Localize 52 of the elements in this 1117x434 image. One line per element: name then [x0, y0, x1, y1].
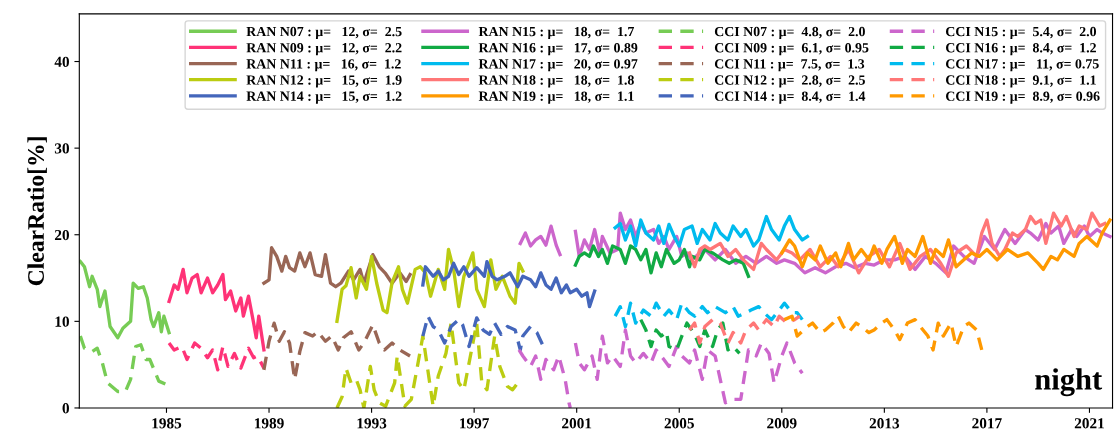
legend-label: RAN N19 : μ= 18, σ= 1.1 — [478, 91, 634, 104]
y-tick-label: 10 — [55, 316, 69, 327]
line-series — [687, 314, 802, 345]
legend-label: RAN N15 : μ= 18, σ= 1.7 — [478, 26, 635, 40]
line-series — [335, 321, 520, 408]
legend-label: RAN N11 : μ= 16, σ= 1.2 — [246, 59, 401, 72]
legend-label: RAN N17 : μ= 20, σ= 0.97 — [478, 59, 638, 72]
y-axis-title: ClearRatio[%] — [27, 137, 47, 286]
line-series — [335, 247, 525, 324]
line-series — [167, 341, 266, 372]
y-tick-label: 30 — [54, 143, 69, 154]
legend-label: CCI N16 : μ= 8.4, σ= 1.2 — [946, 43, 1096, 56]
legend-label: CCI N09 : μ= 6.1, σ= 0.95 — [714, 43, 869, 56]
y-tick-label: 20 — [54, 229, 69, 241]
x-tick-label: 2005 — [664, 418, 694, 429]
line-series — [613, 214, 810, 248]
legend-label: RAN N18 : μ= 18, σ= 1.8 — [478, 75, 634, 88]
x-tick-label: 1989 — [254, 418, 284, 429]
legend-label: RAN N12 : μ= 15, σ= 1.9 — [246, 75, 402, 88]
line-series — [421, 314, 546, 352]
x-tick-label: 1985 — [152, 418, 182, 429]
legend-label: CCI N17 : μ= 11, σ= 0.75 — [946, 59, 1099, 72]
legend-label: CCI N07 : μ= 4.8, σ= 2.0 — [714, 26, 865, 40]
legend-label: CCI N14 : μ= 8.4, σ= 1.4 — [714, 91, 866, 104]
x-tick-label: 2017 — [972, 418, 1002, 429]
legend-label: RAN N09 : μ= 12, σ= 2.2 — [246, 43, 402, 56]
line-series — [782, 314, 984, 352]
legend-label: RAN N14 : μ= 15, σ= 1.2 — [246, 91, 402, 104]
y-tick-label: 0 — [62, 403, 69, 414]
legend-label: CCI N11 : μ= 7.5, σ= 1.3 — [714, 59, 865, 72]
line-series — [573, 244, 751, 278]
line-series — [639, 317, 742, 356]
line-series — [79, 259, 171, 340]
y-tick-label: 40 — [54, 56, 69, 67]
x-tick-label: 2001 — [562, 418, 592, 429]
x-tick-label: 2021 — [1074, 418, 1104, 429]
x-tick-label: 1997 — [460, 418, 490, 429]
line-series — [780, 218, 1112, 272]
x-tick-label: 1993 — [357, 418, 387, 429]
line-series — [167, 267, 266, 352]
line-series — [421, 259, 597, 309]
legend-label: CCI N15 : μ= 5.4, σ= 2.0 — [946, 26, 1097, 40]
x-tick-label: 2009 — [767, 418, 797, 429]
x-tick-label: 2013 — [869, 418, 900, 429]
legend-label: RAN N16 : μ= 17, σ= 0.89 — [478, 43, 638, 56]
line-series — [613, 301, 804, 329]
legend-label: CCI N18 : μ= 9.1, σ= 1.1 — [946, 75, 1096, 88]
legend-label: CCI N19 : μ= 8.9, σ= 0.96 — [946, 91, 1100, 104]
legend-label: RAN N07 : μ= 12, σ= 2.5 — [246, 26, 402, 40]
annotation: night — [1035, 368, 1103, 397]
line-series — [79, 334, 169, 394]
legend-label: CCI N12 : μ= 2.8, σ= 2.5 — [714, 75, 865, 88]
